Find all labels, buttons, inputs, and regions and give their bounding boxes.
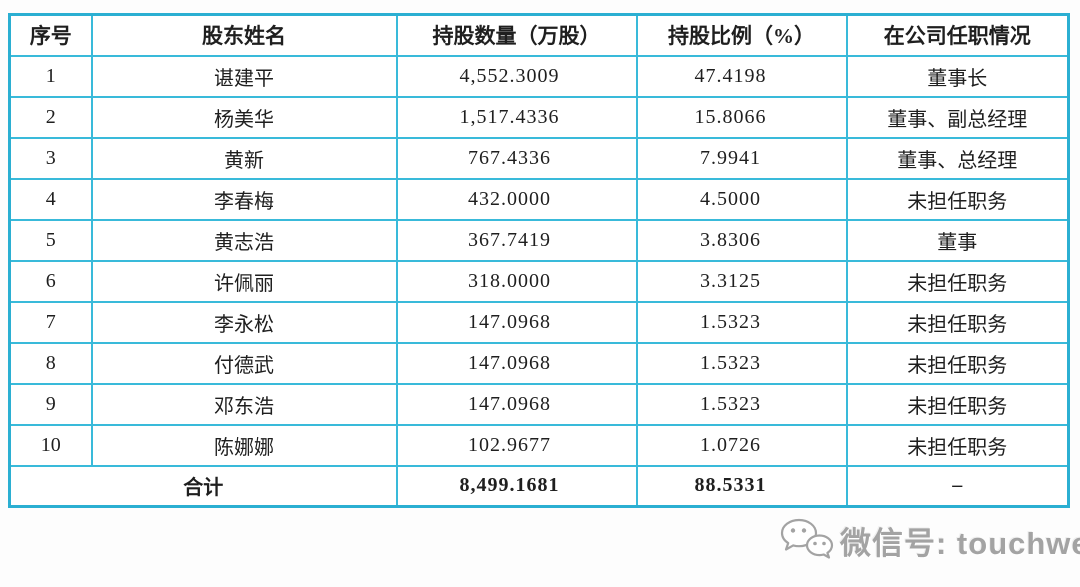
header-cell-shares: 持股数量（万股） (395, 13, 638, 57)
table-row: 8 付德武 147.0968 1.5323 未担任职务 (8, 341, 1070, 385)
table-row: 1 谌建平 4,552.3009 47.4198 董事长 (8, 54, 1070, 98)
total-position-cell: – (845, 464, 1070, 508)
position-cell: 未担任职务 (845, 382, 1070, 426)
total-ratio-cell: 88.5331 (635, 464, 848, 508)
total-row: 合计 8,499.1681 88.5331 – (8, 464, 1070, 508)
ratio-cell: 15.8066 (635, 95, 848, 139)
ratio-cell: 3.3125 (635, 259, 848, 303)
shareholders-table: 序号 股东姓名 持股数量（万股） 持股比例（%） 在公司任职情况 1 谌建平 4… (8, 13, 1070, 508)
shareholder-name-cell: 黄志浩 (90, 218, 398, 262)
table-row: 9 邓东浩 147.0968 1.5323 未担任职务 (8, 382, 1070, 426)
shareholder-name-cell: 李永松 (90, 300, 398, 344)
row-index-cell: 7 (8, 300, 93, 344)
ratio-cell: 1.5323 (635, 382, 848, 426)
ratio-cell: 7.9941 (635, 136, 848, 180)
row-index-cell: 10 (8, 423, 93, 467)
header-row: 序号 股东姓名 持股数量（万股） 持股比例（%） 在公司任职情况 (8, 13, 1070, 57)
shares-cell: 147.0968 (395, 382, 638, 426)
watermark-text: 微信号: touchweb (840, 525, 1080, 561)
header-cell-no: 序号 (8, 13, 93, 57)
ratio-cell: 3.8306 (635, 218, 848, 262)
header-cell-name: 股东姓名 (90, 13, 398, 57)
shareholder-name-cell: 杨美华 (90, 95, 398, 139)
total-shares-cell: 8,499.1681 (395, 464, 638, 508)
position-cell: 未担任职务 (845, 259, 1070, 303)
position-cell: 董事、副总经理 (845, 95, 1070, 139)
wechat-icon (776, 516, 836, 564)
position-cell: 董事、总经理 (845, 136, 1070, 180)
shareholder-name-cell: 许佩丽 (90, 259, 398, 303)
row-index-cell: 3 (8, 136, 93, 180)
shareholder-name-cell: 黄新 (90, 136, 398, 180)
shareholder-name-cell: 李春梅 (90, 177, 398, 221)
ratio-cell: 47.4198 (635, 54, 848, 98)
position-cell: 董事长 (845, 54, 1070, 98)
shareholder-name-cell: 邓东浩 (90, 382, 398, 426)
shares-cell: 318.0000 (395, 259, 638, 303)
shares-cell: 102.9677 (395, 423, 638, 467)
position-cell: 未担任职务 (845, 177, 1070, 221)
row-index-cell: 6 (8, 259, 93, 303)
shares-cell: 4,552.3009 (395, 54, 638, 98)
table-row: 4 李春梅 432.0000 4.5000 未担任职务 (8, 177, 1070, 221)
ratio-cell: 1.0726 (635, 423, 848, 467)
shareholder-name-cell: 付德武 (90, 341, 398, 385)
table-row: 2 杨美华 1,517.4336 15.8066 董事、副总经理 (8, 95, 1070, 139)
row-index-cell: 5 (8, 218, 93, 262)
shares-cell: 147.0968 (395, 300, 638, 344)
watermark: 微信号: touchweb (776, 516, 1080, 564)
header-cell-ratio: 持股比例（%） (635, 13, 848, 57)
table-row: 6 许佩丽 318.0000 3.3125 未担任职务 (8, 259, 1070, 303)
ratio-cell: 1.5323 (635, 341, 848, 385)
shareholder-name-cell: 谌建平 (90, 54, 398, 98)
ratio-cell: 1.5323 (635, 300, 848, 344)
table-row: 10 陈娜娜 102.9677 1.0726 未担任职务 (8, 423, 1070, 467)
row-index-cell: 8 (8, 341, 93, 385)
position-cell: 董事 (845, 218, 1070, 262)
position-cell: 未担任职务 (845, 341, 1070, 385)
row-index-cell: 4 (8, 177, 93, 221)
shares-cell: 147.0968 (395, 341, 638, 385)
shareholder-name-cell: 陈娜娜 (90, 423, 398, 467)
ratio-cell: 4.5000 (635, 177, 848, 221)
row-index-cell: 9 (8, 382, 93, 426)
table-row: 5 黄志浩 367.7419 3.8306 董事 (8, 218, 1070, 262)
row-index-cell: 1 (8, 54, 93, 98)
table-row: 3 黄新 767.4336 7.9941 董事、总经理 (8, 136, 1070, 180)
shares-cell: 432.0000 (395, 177, 638, 221)
shares-cell: 1,517.4336 (395, 95, 638, 139)
row-index-cell: 2 (8, 95, 93, 139)
position-cell: 未担任职务 (845, 300, 1070, 344)
shares-cell: 767.4336 (395, 136, 638, 180)
shares-cell: 367.7419 (395, 218, 638, 262)
total-label-cell: 合计 (8, 464, 398, 508)
header-cell-position: 在公司任职情况 (845, 13, 1070, 57)
position-cell: 未担任职务 (845, 423, 1070, 467)
table-row: 7 李永松 147.0968 1.5323 未担任职务 (8, 300, 1070, 344)
